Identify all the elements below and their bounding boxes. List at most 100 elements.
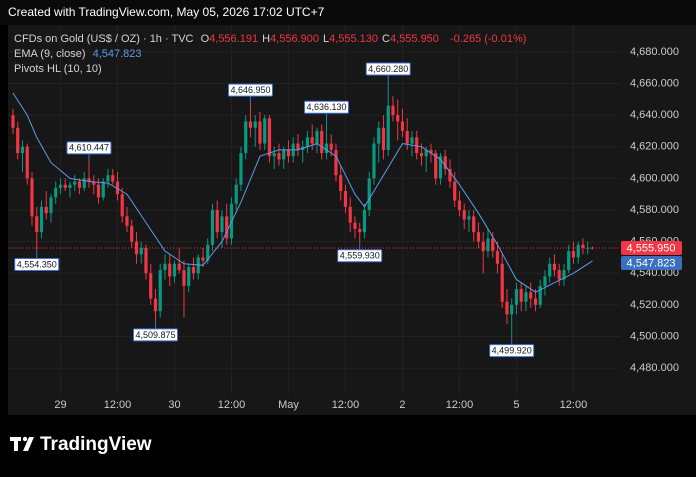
ohlc-value: 4,556.900 bbox=[270, 33, 319, 45]
candle-body bbox=[424, 149, 428, 157]
candle-body bbox=[106, 175, 110, 182]
candle-body bbox=[153, 298, 158, 312]
candle-body bbox=[548, 263, 552, 277]
candle bbox=[101, 178, 105, 201]
candle-body bbox=[134, 241, 139, 255]
candle-body bbox=[210, 210, 215, 245]
x-tick-label: 29 bbox=[54, 399, 66, 411]
candle bbox=[562, 263, 566, 286]
candle-body bbox=[120, 194, 124, 217]
candle-body bbox=[253, 121, 257, 128]
pivot-box bbox=[303, 100, 349, 114]
candle bbox=[557, 263, 561, 286]
candle-body bbox=[172, 263, 177, 277]
candle bbox=[30, 172, 34, 226]
logo-icon bbox=[10, 436, 34, 451]
pivot-box bbox=[489, 344, 535, 358]
candle bbox=[386, 83, 390, 157]
candle-body bbox=[400, 121, 405, 131]
candle-body bbox=[139, 247, 143, 255]
candle-body bbox=[415, 137, 419, 154]
candle-body bbox=[377, 127, 381, 144]
candle-body bbox=[495, 251, 500, 264]
candle-body bbox=[215, 210, 219, 233]
candle-body bbox=[448, 168, 452, 182]
candle-body bbox=[158, 270, 162, 312]
candle bbox=[25, 143, 29, 185]
symbol-legend: CFDs on Gold (US$ / OZ) · 1h · TVC O4,55… bbox=[14, 33, 530, 45]
candle bbox=[524, 285, 528, 312]
x-tick-label: May bbox=[278, 399, 299, 411]
ohlc-key: L bbox=[322, 33, 330, 45]
candle-body bbox=[68, 184, 72, 188]
candle-body bbox=[286, 149, 291, 157]
ohlc-values: O4,556.191 H4,556.900 L4,555.130 C4,555.950 bbox=[201, 33, 443, 45]
candle bbox=[125, 206, 129, 233]
candle-body bbox=[315, 130, 319, 144]
x-tick-label: 12:00 bbox=[218, 399, 246, 411]
candle bbox=[505, 289, 509, 324]
ema-price-label: 4,547.823 bbox=[627, 257, 676, 269]
candle-body bbox=[130, 225, 134, 242]
y-tick-label: 4,580.000 bbox=[630, 204, 679, 216]
candle bbox=[348, 197, 352, 233]
candle bbox=[139, 241, 143, 264]
y-tick-label: 4,640.000 bbox=[630, 109, 679, 121]
candle-body bbox=[543, 276, 547, 286]
candle-body bbox=[163, 263, 167, 271]
candle-body bbox=[111, 175, 115, 182]
pivot: 4,660.280 bbox=[365, 62, 411, 84]
candle bbox=[54, 181, 58, 204]
indicator-name: Pivots HL (10, 10) bbox=[14, 63, 102, 75]
pivot: 4,636.130 bbox=[303, 100, 349, 122]
candle bbox=[63, 178, 67, 192]
candle-body bbox=[567, 251, 571, 271]
candle bbox=[92, 175, 96, 195]
candle bbox=[296, 134, 300, 157]
change: -0.265 (-0.01%) bbox=[449, 33, 527, 45]
candle bbox=[286, 140, 291, 163]
candle bbox=[476, 222, 481, 248]
y-tick-label: 4,680.000 bbox=[630, 46, 679, 58]
candle bbox=[87, 161, 91, 188]
candle bbox=[481, 232, 485, 274]
candle-body bbox=[429, 149, 433, 154]
candle-body bbox=[381, 127, 386, 150]
candle bbox=[548, 257, 552, 283]
candle-body bbox=[320, 130, 324, 154]
candle-body bbox=[125, 216, 129, 226]
candle-body bbox=[343, 191, 348, 207]
candle bbox=[381, 115, 386, 160]
indicator-name: EMA (9, close) bbox=[14, 48, 86, 60]
candle-body bbox=[334, 149, 338, 176]
candle-body bbox=[58, 184, 63, 188]
candle bbox=[472, 210, 476, 242]
candle bbox=[410, 130, 414, 157]
candle bbox=[500, 254, 504, 309]
candle-body bbox=[339, 175, 343, 192]
pivot-label: 4,559.930 bbox=[340, 251, 380, 261]
candle-body bbox=[462, 210, 466, 220]
candle bbox=[372, 137, 376, 185]
x-tick-label: 12:00 bbox=[560, 399, 588, 411]
candle-body bbox=[144, 247, 148, 274]
candle bbox=[457, 191, 462, 217]
pivot-label: 4,499.920 bbox=[492, 345, 532, 355]
x-tick-label: 30 bbox=[168, 399, 180, 411]
ohlc-value: 4,556.191 bbox=[209, 33, 259, 45]
candle-body bbox=[54, 187, 58, 198]
ohlc-value: 4,555.950 bbox=[389, 33, 439, 45]
candle bbox=[391, 96, 395, 122]
ohlc-key: H bbox=[262, 33, 271, 45]
candle-body bbox=[538, 285, 542, 305]
candle-body bbox=[77, 181, 82, 188]
candle-body bbox=[30, 178, 34, 217]
candle-body bbox=[149, 273, 153, 299]
candle-body bbox=[367, 178, 371, 210]
candle-body bbox=[500, 263, 504, 302]
candle bbox=[448, 159, 452, 188]
y-tick-label: 4,660.000 bbox=[630, 77, 679, 89]
candle-body bbox=[201, 257, 205, 261]
candle bbox=[215, 200, 219, 239]
candle bbox=[529, 282, 533, 309]
